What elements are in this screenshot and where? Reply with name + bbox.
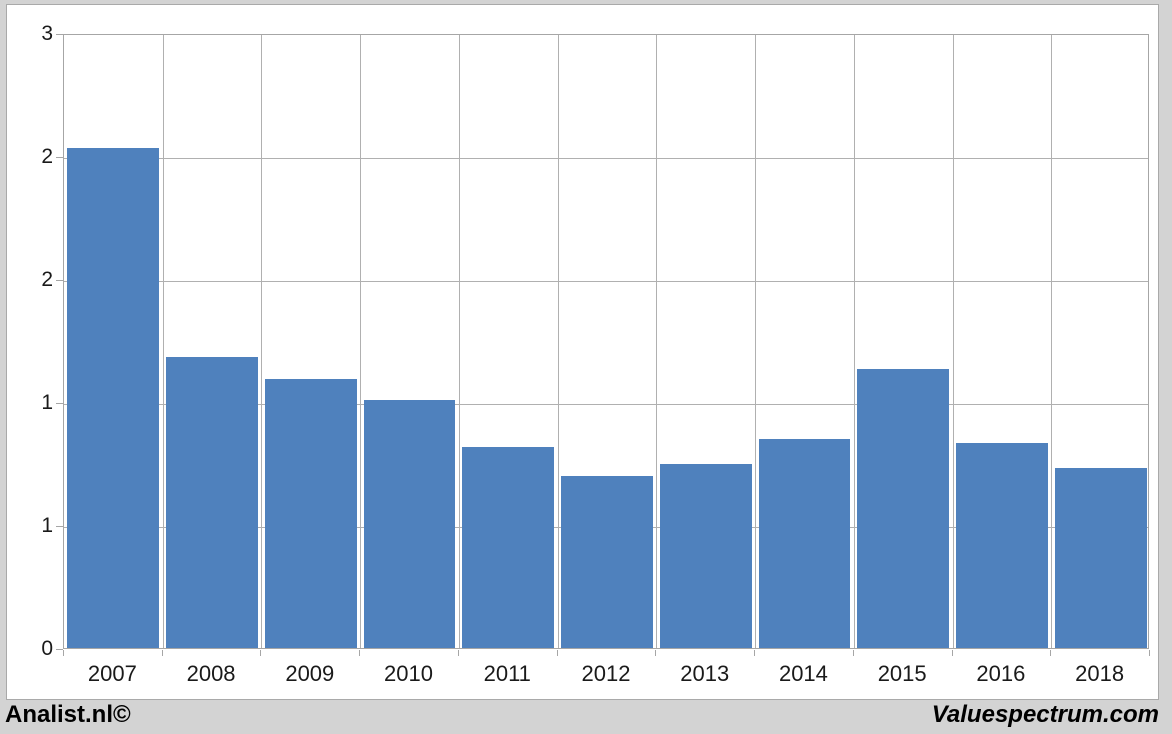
x-tick-label: 2012 xyxy=(581,661,631,686)
x-tick-label: 2016 xyxy=(976,661,1026,686)
x-tick-label: 2014 xyxy=(778,661,828,686)
x-tick-label: 2010 xyxy=(384,661,433,686)
y-tick-mark xyxy=(56,649,63,650)
plot-area xyxy=(63,34,1149,649)
x-tick-label: 2018 xyxy=(1075,661,1125,686)
y-tick-label: 2 xyxy=(41,145,53,168)
h-gridline xyxy=(64,281,1148,282)
bar-2013 xyxy=(659,463,752,648)
y-tick-mark xyxy=(56,403,63,404)
x-tick-mark xyxy=(1050,650,1052,656)
x-tick-label: 2009 xyxy=(285,661,335,686)
y-tick-mark xyxy=(56,157,63,158)
x-tick-mark xyxy=(457,650,459,656)
v-gridline xyxy=(261,35,263,648)
h-gridline xyxy=(64,404,1148,405)
y-tick-label: 1 xyxy=(41,391,53,414)
bar-2015 xyxy=(857,369,950,648)
v-gridline xyxy=(557,35,559,648)
bar-2008 xyxy=(166,356,258,648)
bar-2010 xyxy=(363,399,456,648)
x-tick-mark xyxy=(951,650,953,656)
y-tick-label: 2 xyxy=(41,268,53,291)
y-tick-label: 0 xyxy=(41,637,53,660)
v-gridline xyxy=(1051,35,1053,648)
x-tick-mark xyxy=(655,650,657,656)
x-tick-mark xyxy=(161,650,163,656)
brand-valuespectrum: Valuespectrum.com xyxy=(931,701,1159,728)
bar-2018 xyxy=(1054,467,1147,648)
h-gridline xyxy=(64,158,1148,159)
v-gridline xyxy=(656,35,658,648)
y-tick-label: 1 xyxy=(41,514,53,537)
x-tick-mark xyxy=(359,650,361,656)
x-tick-mark xyxy=(63,650,64,656)
x-tick-mark xyxy=(260,650,262,656)
x-tick-label: 2007 xyxy=(87,661,137,686)
bar-2016 xyxy=(956,443,1048,648)
footer-bar: Analist.nl© Valuespectrum.com xyxy=(0,700,1172,734)
x-tick-mark xyxy=(1149,650,1150,656)
brand-analist: Analist.nl© xyxy=(5,701,131,728)
v-gridline xyxy=(162,35,164,648)
bar-2012 xyxy=(561,475,653,648)
chart-canvas: 3 2 2 1 1 0 2007 2008 2009 2010 2011 2012 2013 2014 2… xyxy=(6,4,1159,700)
v-gridline xyxy=(458,35,460,648)
x-tick-label: 2015 xyxy=(877,661,927,686)
x-tick-label: 2008 xyxy=(186,661,236,686)
x-tick-mark xyxy=(754,650,756,656)
v-gridline xyxy=(853,35,855,648)
x-tick-mark xyxy=(852,650,854,656)
bar-2011 xyxy=(462,447,555,648)
bar-2014 xyxy=(758,438,851,648)
v-gridline xyxy=(952,35,954,648)
y-tick-mark xyxy=(56,526,63,527)
x-tick-label: 2013 xyxy=(680,661,730,686)
v-gridline xyxy=(360,35,362,648)
y-tick-mark xyxy=(56,280,63,281)
y-tick-label: 3 xyxy=(41,22,53,45)
x-tick-label: 2011 xyxy=(483,661,531,686)
y-tick-mark xyxy=(56,34,63,35)
v-gridline xyxy=(755,35,757,648)
x-tick-mark xyxy=(556,650,558,656)
bar-2009 xyxy=(264,379,357,648)
bar-2007 xyxy=(67,147,160,648)
